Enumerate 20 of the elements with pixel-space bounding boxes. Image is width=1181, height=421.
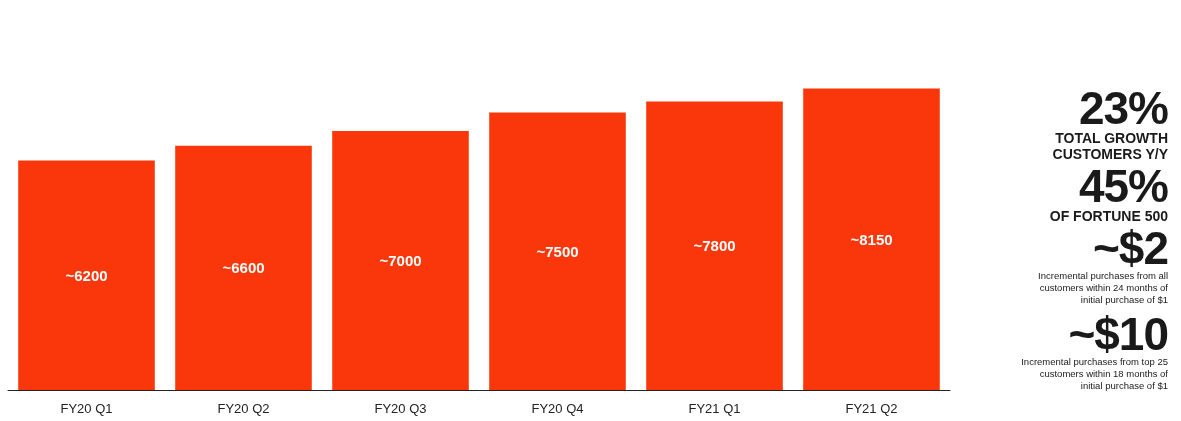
x-tick-label: FY20 Q2 bbox=[217, 401, 270, 416]
data-label: ~6200 bbox=[65, 266, 108, 284]
x-tick-label: FY20 Q1 bbox=[60, 401, 113, 416]
bar bbox=[803, 88, 940, 390]
x-tick-label: FY20 Q3 bbox=[374, 401, 427, 416]
x-tick-label: FY20 Q4 bbox=[531, 401, 584, 416]
bar bbox=[332, 131, 469, 390]
text: Incremental purchases from top 25 customers within 18 months of initial purchase of $1 bbox=[1020, 356, 1168, 392]
text: Incremental purchases from all customers within 24 months of initial purchase of $1 bbox=[1037, 270, 1168, 306]
data-label: ~7500 bbox=[536, 242, 579, 260]
x-tick-label: FY21 Q2 bbox=[845, 401, 898, 416]
data-label: ~6600 bbox=[222, 259, 265, 277]
bar bbox=[489, 112, 626, 390]
bar bbox=[646, 101, 783, 390]
bar bbox=[18, 160, 155, 390]
x-tick-label: FY21 Q1 bbox=[688, 401, 741, 416]
data-label: ~7000 bbox=[379, 252, 422, 269]
data-label: ~8150 bbox=[850, 230, 893, 248]
bar bbox=[175, 145, 312, 390]
data-label: ~7800 bbox=[693, 237, 736, 255]
